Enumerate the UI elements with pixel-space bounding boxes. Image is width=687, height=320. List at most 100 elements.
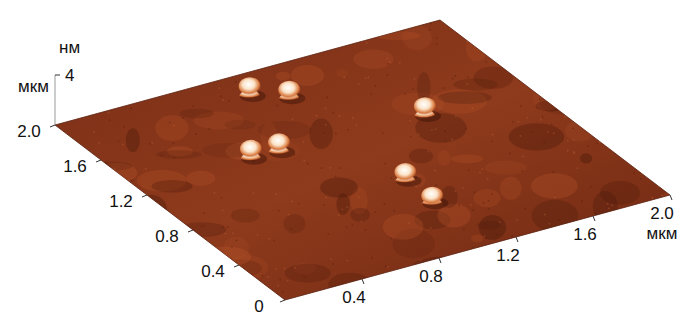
texture-grain — [457, 32, 459, 34]
texture-grain — [468, 169, 470, 171]
texture-grain — [536, 87, 538, 89]
texture-grain — [174, 157, 176, 159]
texture-grain — [672, 136, 674, 138]
texture-blob — [623, 2, 640, 26]
texture-grain — [228, 300, 230, 302]
texture-grain — [358, 196, 360, 198]
texture-blob — [231, 209, 260, 223]
texture-blob — [571, 7, 584, 24]
peak-cap — [268, 133, 290, 151]
texture-grain — [629, 101, 631, 103]
texture-grain — [573, 152, 575, 154]
texture-grain — [222, 99, 224, 101]
texture-grain — [553, 171, 555, 173]
texture-grain — [118, 140, 120, 142]
texture-grain — [534, 296, 536, 298]
texture-blob — [156, 150, 202, 158]
texture-grain — [519, 277, 521, 279]
texture-grain — [444, 282, 446, 284]
y-tick-label: 0.4 — [201, 262, 225, 281]
texture-grain — [282, 291, 284, 293]
texture-blob — [180, 109, 214, 119]
texture-grain — [620, 107, 622, 109]
texture-grain — [412, 88, 414, 90]
y-tick-label: 0 — [254, 297, 263, 316]
texture-grain — [184, 74, 186, 76]
surface-plane — [55, 20, 670, 300]
texture-grain — [327, 295, 329, 297]
texture-grain — [268, 47, 270, 49]
x-tick-label: 2.0 — [650, 204, 674, 223]
texture-grain — [119, 254, 121, 256]
texture-grain — [554, 197, 556, 199]
texture-grain — [366, 42, 368, 44]
texture-grain — [70, 117, 72, 119]
texture-grain — [150, 238, 152, 240]
texture-blob — [80, 161, 132, 171]
texture-grain — [92, 167, 94, 169]
texture-grain — [467, 76, 469, 78]
texture-grain — [275, 268, 277, 270]
texture-grain — [227, 226, 229, 228]
texture-grain — [487, 178, 489, 180]
texture-blob — [628, 49, 657, 66]
texture-grain — [590, 186, 592, 188]
texture-grain — [66, 246, 68, 248]
texture-grain — [317, 42, 319, 44]
texture-grain — [599, 103, 601, 105]
texture-grain — [547, 28, 549, 30]
texture-grain — [429, 29, 431, 31]
texture-grain — [504, 304, 506, 306]
texture-grain — [454, 289, 456, 291]
texture-grain — [597, 103, 599, 105]
texture-grain — [235, 81, 237, 83]
texture-grain — [294, 267, 296, 269]
texture-grain — [338, 214, 340, 216]
texture-grain — [599, 141, 601, 143]
texture-grain — [426, 12, 428, 14]
texture-blob — [212, 28, 253, 48]
y-tick-label: 0.8 — [155, 227, 179, 246]
texture-grain — [246, 42, 248, 44]
peak-cap — [278, 81, 300, 99]
texture-blob — [409, 149, 433, 164]
texture-grain — [408, 222, 410, 224]
texture-grain — [339, 115, 341, 117]
texture-grain — [122, 144, 124, 146]
texture-grain — [196, 84, 198, 86]
texture-blob — [126, 262, 174, 288]
texture-grain — [492, 134, 494, 136]
texture-grain — [239, 297, 241, 299]
page: {"chart_data": {"type": "surface3d", "x_… — [0, 0, 687, 320]
texture-grain — [232, 232, 234, 234]
texture-blob — [225, 120, 256, 130]
texture-grain — [543, 142, 545, 144]
texture-grain — [78, 235, 80, 237]
texture-blob — [565, 121, 595, 142]
texture-grain — [485, 237, 487, 239]
texture-grain — [182, 117, 184, 119]
texture-grain — [540, 119, 542, 121]
texture-grain — [95, 94, 97, 96]
texture-grain — [640, 171, 642, 173]
texture-grain — [616, 44, 618, 46]
texture-grain — [539, 98, 541, 100]
texture-grain — [557, 269, 559, 271]
texture-grain — [444, 130, 446, 132]
texture-blob — [466, 37, 487, 61]
texture-grain — [158, 19, 160, 21]
texture-blob — [155, 115, 188, 141]
texture-grain — [459, 265, 461, 267]
x-tick — [439, 258, 441, 263]
texture-grain — [154, 88, 156, 90]
texture-grain — [237, 65, 239, 67]
texture-grain — [418, 298, 420, 300]
texture-grain — [248, 68, 250, 70]
texture-grain — [563, 70, 565, 72]
texture-grain — [116, 260, 118, 262]
texture-grain — [250, 37, 252, 39]
texture-grain — [577, 167, 579, 169]
texture-blob — [603, 252, 647, 273]
peak-cap — [394, 163, 416, 181]
texture-grain — [121, 237, 123, 239]
